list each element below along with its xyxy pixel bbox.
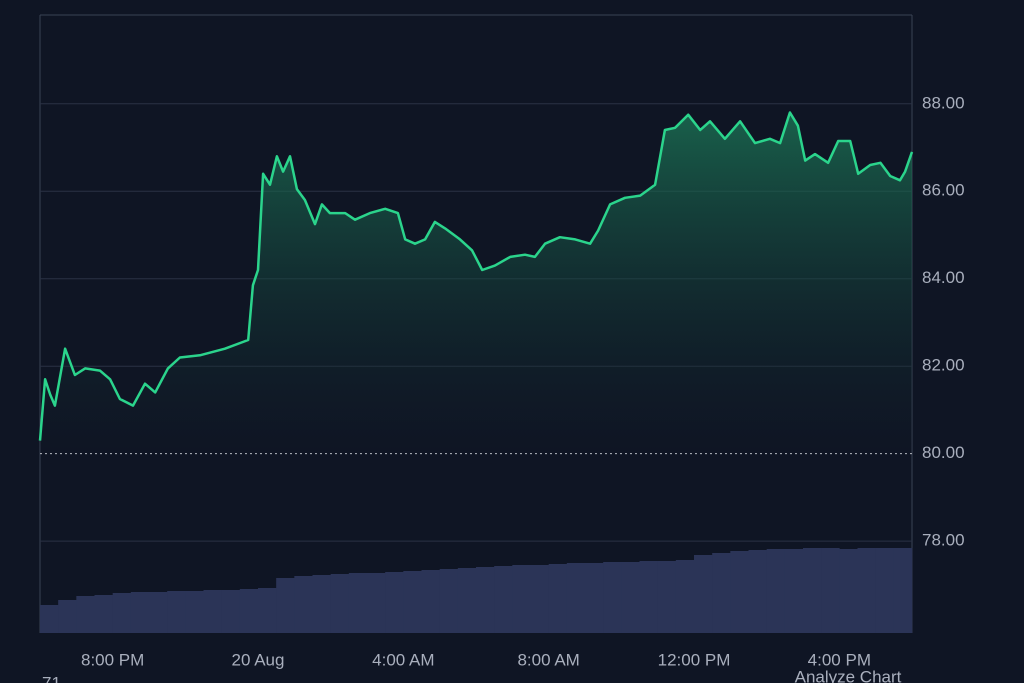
volume-bar — [385, 572, 404, 633]
volume-bar — [421, 570, 440, 633]
volume-bar — [839, 549, 858, 633]
x-tick-label: 4:00 AM — [372, 650, 434, 669]
volume-bar — [239, 589, 259, 633]
volume-bar — [476, 567, 495, 633]
volume-bar — [76, 596, 95, 633]
y-tick-label: 82.00 — [922, 356, 965, 375]
volume-bar — [149, 592, 168, 633]
volume-bar — [403, 571, 422, 633]
volume-bar — [512, 565, 531, 633]
volume-bar — [893, 548, 913, 633]
volume-bar — [803, 548, 822, 633]
volume-bar — [167, 591, 186, 633]
volume-bar — [730, 551, 749, 633]
volume-bar — [94, 595, 113, 633]
volume-bar — [603, 562, 622, 633]
volume-bar — [258, 588, 277, 633]
volume-bar — [548, 564, 568, 633]
x-tick-label: 12:00 PM — [658, 650, 731, 669]
volume-bar — [784, 549, 804, 633]
volume-bar — [40, 605, 59, 633]
volume-bar — [276, 578, 295, 633]
volume-bar — [821, 548, 840, 633]
x-tick-label: 20 Aug — [232, 650, 285, 669]
volume-bar — [203, 590, 222, 633]
footer-left: 71 — [42, 673, 61, 683]
volume-bar — [694, 555, 713, 633]
volume-bar — [766, 549, 786, 633]
volume-bar — [585, 563, 604, 633]
volume-bar — [875, 548, 895, 633]
x-tick-label: 8:00 AM — [517, 650, 579, 669]
volume-bar — [185, 591, 204, 633]
x-tick-label: 8:00 PM — [81, 650, 144, 669]
y-tick-label: 84.00 — [922, 268, 965, 287]
y-tick-label: 86.00 — [922, 181, 965, 200]
volume-bar — [530, 565, 549, 633]
volume-bar — [857, 548, 876, 633]
volume-bar — [348, 573, 368, 633]
volume-bar — [439, 569, 459, 633]
volume-bar — [621, 562, 640, 633]
analyze-chart[interactable]: Analyze Chart — [795, 667, 902, 683]
volume-bar — [712, 553, 731, 633]
price-line — [38, 111, 914, 441]
volume-bar — [58, 600, 77, 633]
volume-bar — [675, 560, 695, 633]
volume-bar — [457, 568, 477, 633]
volume-bar — [130, 592, 150, 633]
volume-bar — [494, 566, 513, 633]
volume-bar — [112, 593, 132, 633]
volume-bar — [639, 561, 658, 633]
volume-bar — [312, 575, 331, 633]
y-tick-label: 88.00 — [922, 93, 965, 112]
volume-bar — [294, 576, 313, 633]
volume-bar — [657, 561, 677, 633]
area-fill — [40, 112, 912, 454]
y-tick-label: 80.00 — [922, 443, 965, 462]
volume-bar — [221, 590, 241, 633]
volume-bar — [566, 563, 586, 633]
x-tick-label: 4:00 PM — [808, 650, 871, 669]
volume-bar — [330, 574, 350, 633]
volume-bar — [748, 550, 767, 633]
y-tick-label: 78.00 — [922, 531, 965, 550]
volume-bar — [367, 573, 386, 633]
